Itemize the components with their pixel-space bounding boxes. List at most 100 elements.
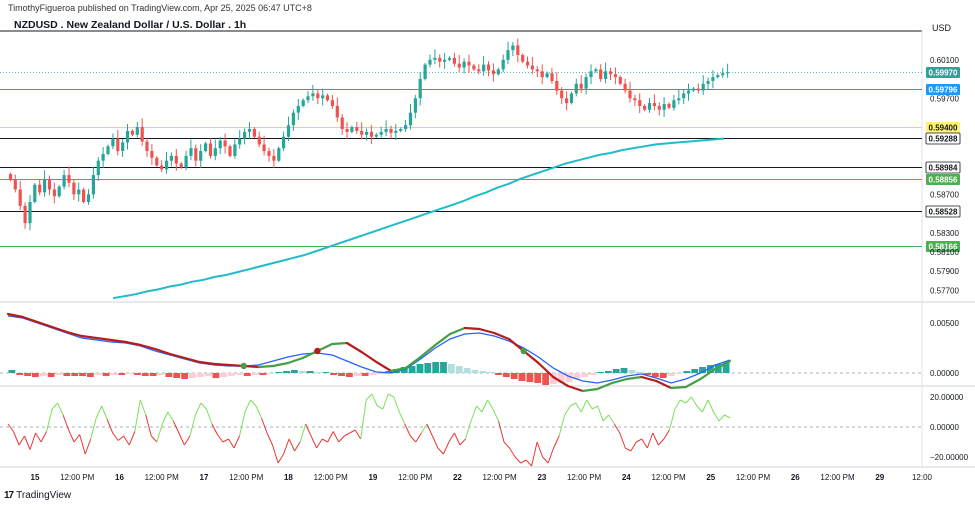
candle-body — [667, 104, 671, 108]
oscillator-line-segment — [228, 438, 235, 449]
oscillator-line-segment — [680, 399, 687, 404]
candle — [428, 54, 432, 68]
candle — [184, 150, 188, 171]
candle — [618, 75, 622, 86]
candle-body — [477, 69, 481, 72]
signal-line-segment — [669, 385, 687, 390]
price-level-tag: 0.58856 — [926, 174, 960, 185]
candle — [330, 95, 334, 109]
candle-body — [286, 125, 291, 137]
oscillator-line-segment — [354, 429, 362, 440]
candle-body — [716, 75, 720, 78]
candle-body — [486, 64, 491, 71]
candle-body — [272, 155, 276, 161]
candle-body — [496, 69, 500, 75]
candle — [501, 54, 505, 73]
signal-line-segment — [109, 338, 128, 344]
candle — [706, 77, 710, 90]
oscillator-line-segment — [668, 408, 676, 431]
candle-body — [652, 103, 656, 106]
candle — [418, 72, 422, 106]
signal-line-segment — [390, 366, 407, 373]
macd-histogram-bar — [683, 371, 691, 373]
oscillator-line-segment — [690, 396, 698, 407]
signal-line-segment — [640, 375, 658, 383]
price-level-value: 0.58528 — [929, 208, 958, 217]
candle — [628, 81, 632, 103]
candle-body — [701, 83, 705, 91]
candle — [516, 38, 520, 63]
macd-histogram-bar — [24, 373, 31, 376]
oscillator-line-segment — [685, 396, 692, 404]
macd-histogram-bar — [581, 373, 589, 377]
oscillator-line-segment — [382, 393, 389, 410]
candle-body — [101, 154, 105, 161]
candle — [72, 179, 76, 201]
oscillator-line-segment — [514, 456, 521, 464]
time-axis-label: 12:00 PM — [60, 473, 95, 482]
macd-histogram-bar — [699, 367, 706, 373]
candle-body — [194, 148, 198, 161]
candle — [150, 144, 154, 165]
oscillator-line-segment — [365, 393, 373, 401]
signal-line-segment — [596, 381, 614, 391]
candle-body — [706, 81, 710, 84]
oscillator-line-segment — [338, 435, 345, 443]
candle-body — [33, 184, 37, 202]
candle-body — [350, 127, 354, 132]
candle — [482, 56, 486, 76]
candle — [545, 71, 549, 79]
macd-histogram-bar — [141, 373, 149, 376]
candle — [86, 189, 91, 205]
currency-label: USD — [932, 23, 952, 33]
candle — [574, 78, 578, 97]
oscillator-line-segment — [183, 435, 191, 446]
signal-line-segment — [714, 359, 732, 371]
tradingview-branding[interactable]: 17 TradingView — [4, 490, 71, 501]
signal-line-segment — [610, 377, 629, 385]
candle — [82, 187, 86, 204]
oscillator-line-segment — [602, 414, 610, 422]
signal-line-segment — [95, 336, 113, 342]
candle-body — [174, 155, 178, 164]
time-axis-label: 12:00 — [912, 473, 933, 482]
oscillator-line-segment — [707, 399, 714, 413]
oscillator-line-segment — [68, 429, 75, 443]
macd-histogram-bar — [291, 370, 298, 373]
macd-histogram-bar — [416, 364, 424, 373]
macd-histogram-bar — [71, 373, 79, 376]
candle-body — [355, 127, 359, 131]
oscillator-line-segment — [7, 423, 14, 432]
candle-body — [501, 59, 505, 70]
price-level-tag: 0.58984 — [925, 161, 961, 174]
candle-body — [677, 98, 681, 101]
candle — [252, 127, 256, 139]
oscillator-line-segment — [713, 411, 720, 422]
candle — [282, 131, 286, 152]
oscillator-line-segment — [57, 402, 64, 416]
macd-axis-label: 0.00500 — [930, 319, 959, 328]
candle — [677, 89, 681, 105]
candle-body — [330, 100, 334, 106]
candle-body — [23, 205, 27, 224]
candle — [325, 93, 330, 102]
price-axis-label: 0.57900 — [930, 267, 959, 276]
candle-body — [325, 95, 330, 101]
macd-histogram-bar — [675, 373, 683, 374]
candle — [340, 114, 344, 135]
macd-histogram-bar — [408, 366, 416, 373]
candle-body — [365, 131, 369, 135]
candle — [462, 58, 466, 74]
candle — [394, 124, 398, 140]
signal-line-segment — [154, 347, 172, 356]
oscillator-line-segment — [525, 459, 532, 467]
macd-histogram-bar — [47, 373, 55, 377]
time-axis-label: 16 — [115, 473, 124, 482]
time-axis-label: 25 — [706, 473, 715, 482]
candle — [584, 73, 588, 95]
oscillator-line-segment — [288, 438, 296, 452]
oscillator-line-segment — [178, 432, 185, 446]
candle — [721, 68, 725, 79]
candle — [477, 64, 481, 75]
